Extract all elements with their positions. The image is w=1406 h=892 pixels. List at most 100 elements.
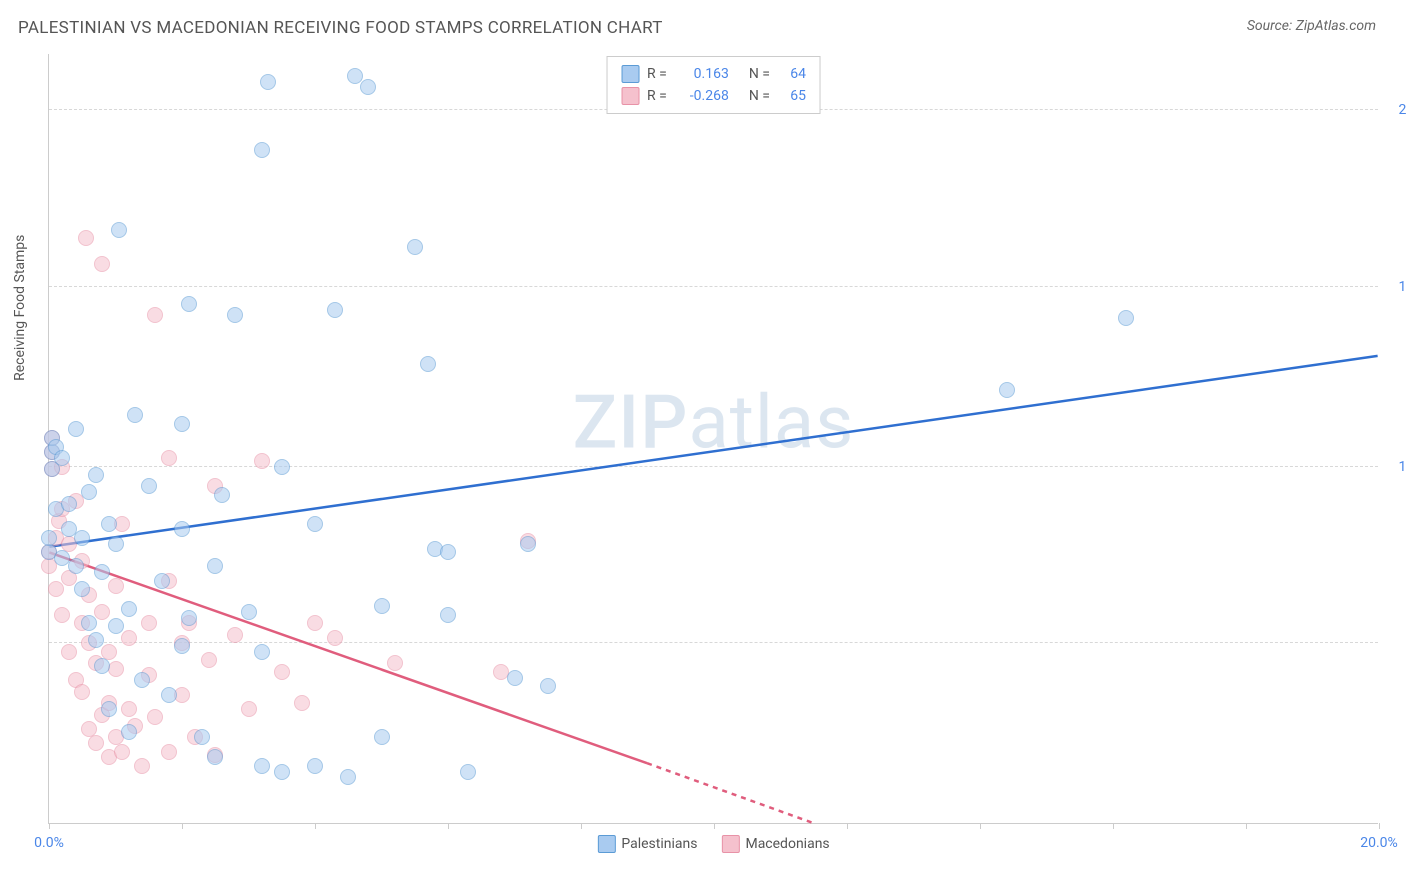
scatter-point <box>387 655 403 671</box>
chart-plot-area: ZIPatlas 6.3%12.5%18.8%25.0% 0.0%20.0% R… <box>48 54 1378 824</box>
scatter-point <box>260 74 276 90</box>
scatter-point <box>94 564 110 580</box>
scatter-point <box>420 356 436 372</box>
y-tick-label: 25.0% <box>1398 102 1406 118</box>
legend-stats-row: R = 0.163 N = 64 <box>621 63 806 85</box>
scatter-point <box>121 724 137 740</box>
scatter-point <box>81 484 97 500</box>
scatter-point <box>227 307 243 323</box>
scatter-point <box>161 450 177 466</box>
scatter-point <box>440 544 456 560</box>
scatter-point <box>147 307 163 323</box>
scatter-point <box>174 638 190 654</box>
scatter-point <box>114 744 130 760</box>
scatter-point <box>327 630 343 646</box>
scatter-point <box>68 558 84 574</box>
chart-title: PALESTINIAN VS MACEDONIAN RECEIVING FOOD… <box>18 18 663 38</box>
scatter-point <box>254 758 270 774</box>
x-tick <box>847 823 848 829</box>
scatter-point <box>121 601 137 617</box>
scatter-point <box>78 230 94 246</box>
x-tick <box>714 823 715 829</box>
x-tick <box>448 823 449 829</box>
x-tick-label: 20.0% <box>1360 835 1398 851</box>
scatter-point <box>121 630 137 646</box>
scatter-point <box>74 581 90 597</box>
scatter-point <box>540 678 556 694</box>
legend-item-macedonians: Macedonians <box>721 835 829 853</box>
scatter-point <box>81 615 97 631</box>
y-tick-label: 18.8% <box>1398 279 1406 295</box>
scatter-point <box>254 142 270 158</box>
scatter-point <box>154 573 170 589</box>
scatter-point <box>147 709 163 725</box>
watermark: ZIPatlas <box>573 380 855 467</box>
gridline <box>49 466 1378 467</box>
scatter-point <box>94 658 110 674</box>
scatter-point <box>61 644 77 660</box>
legend-swatch-palestinians <box>621 65 639 83</box>
x-tick <box>581 823 582 829</box>
y-axis-label: Receiving Food Stamps <box>12 235 28 381</box>
scatter-point <box>74 530 90 546</box>
scatter-point <box>507 670 523 686</box>
scatter-point <box>108 536 124 552</box>
scatter-point <box>207 749 223 765</box>
scatter-point <box>1118 310 1134 326</box>
x-tick <box>315 823 316 829</box>
scatter-point <box>360 79 376 95</box>
chart-header: PALESTINIAN VS MACEDONIAN RECEIVING FOOD… <box>0 0 1406 46</box>
x-tick <box>182 823 183 829</box>
scatter-point <box>327 302 343 318</box>
scatter-point <box>374 598 390 614</box>
gridline <box>49 642 1378 643</box>
scatter-point <box>181 610 197 626</box>
scatter-point <box>88 467 104 483</box>
scatter-point <box>207 558 223 574</box>
scatter-point <box>307 615 323 631</box>
scatter-point <box>68 421 84 437</box>
x-tick <box>49 823 50 829</box>
scatter-point <box>181 296 197 312</box>
legend-series: Palestinians Macedonians <box>597 835 829 853</box>
scatter-point <box>48 581 64 597</box>
legend-swatch-macedonians <box>721 835 739 853</box>
scatter-point <box>274 664 290 680</box>
scatter-point <box>999 382 1015 398</box>
legend-swatch-palestinians <box>597 835 615 853</box>
x-tick <box>1246 823 1247 829</box>
x-tick <box>1379 823 1380 829</box>
scatter-point <box>520 536 536 552</box>
scatter-point <box>340 769 356 785</box>
scatter-point <box>41 530 57 546</box>
scatter-point <box>61 496 77 512</box>
scatter-point <box>347 68 363 84</box>
scatter-point <box>121 701 137 717</box>
scatter-point <box>141 478 157 494</box>
scatter-point <box>108 578 124 594</box>
scatter-point <box>174 521 190 537</box>
legend-item-palestinians: Palestinians <box>597 835 697 853</box>
scatter-point <box>241 701 257 717</box>
scatter-point <box>94 256 110 272</box>
scatter-point <box>254 644 270 660</box>
scatter-point <box>88 632 104 648</box>
scatter-point <box>54 450 70 466</box>
scatter-point <box>141 615 157 631</box>
scatter-point <box>274 459 290 475</box>
scatter-point <box>127 407 143 423</box>
x-tick-label: 0.0% <box>34 835 64 851</box>
scatter-point <box>460 764 476 780</box>
scatter-point <box>101 701 117 717</box>
scatter-point <box>374 729 390 745</box>
scatter-point <box>111 222 127 238</box>
scatter-point <box>214 487 230 503</box>
scatter-point <box>194 729 210 745</box>
scatter-point <box>294 695 310 711</box>
scatter-point <box>440 607 456 623</box>
scatter-point <box>227 627 243 643</box>
scatter-point <box>74 684 90 700</box>
scatter-point <box>54 607 70 623</box>
scatter-point <box>88 735 104 751</box>
scatter-point <box>108 618 124 634</box>
